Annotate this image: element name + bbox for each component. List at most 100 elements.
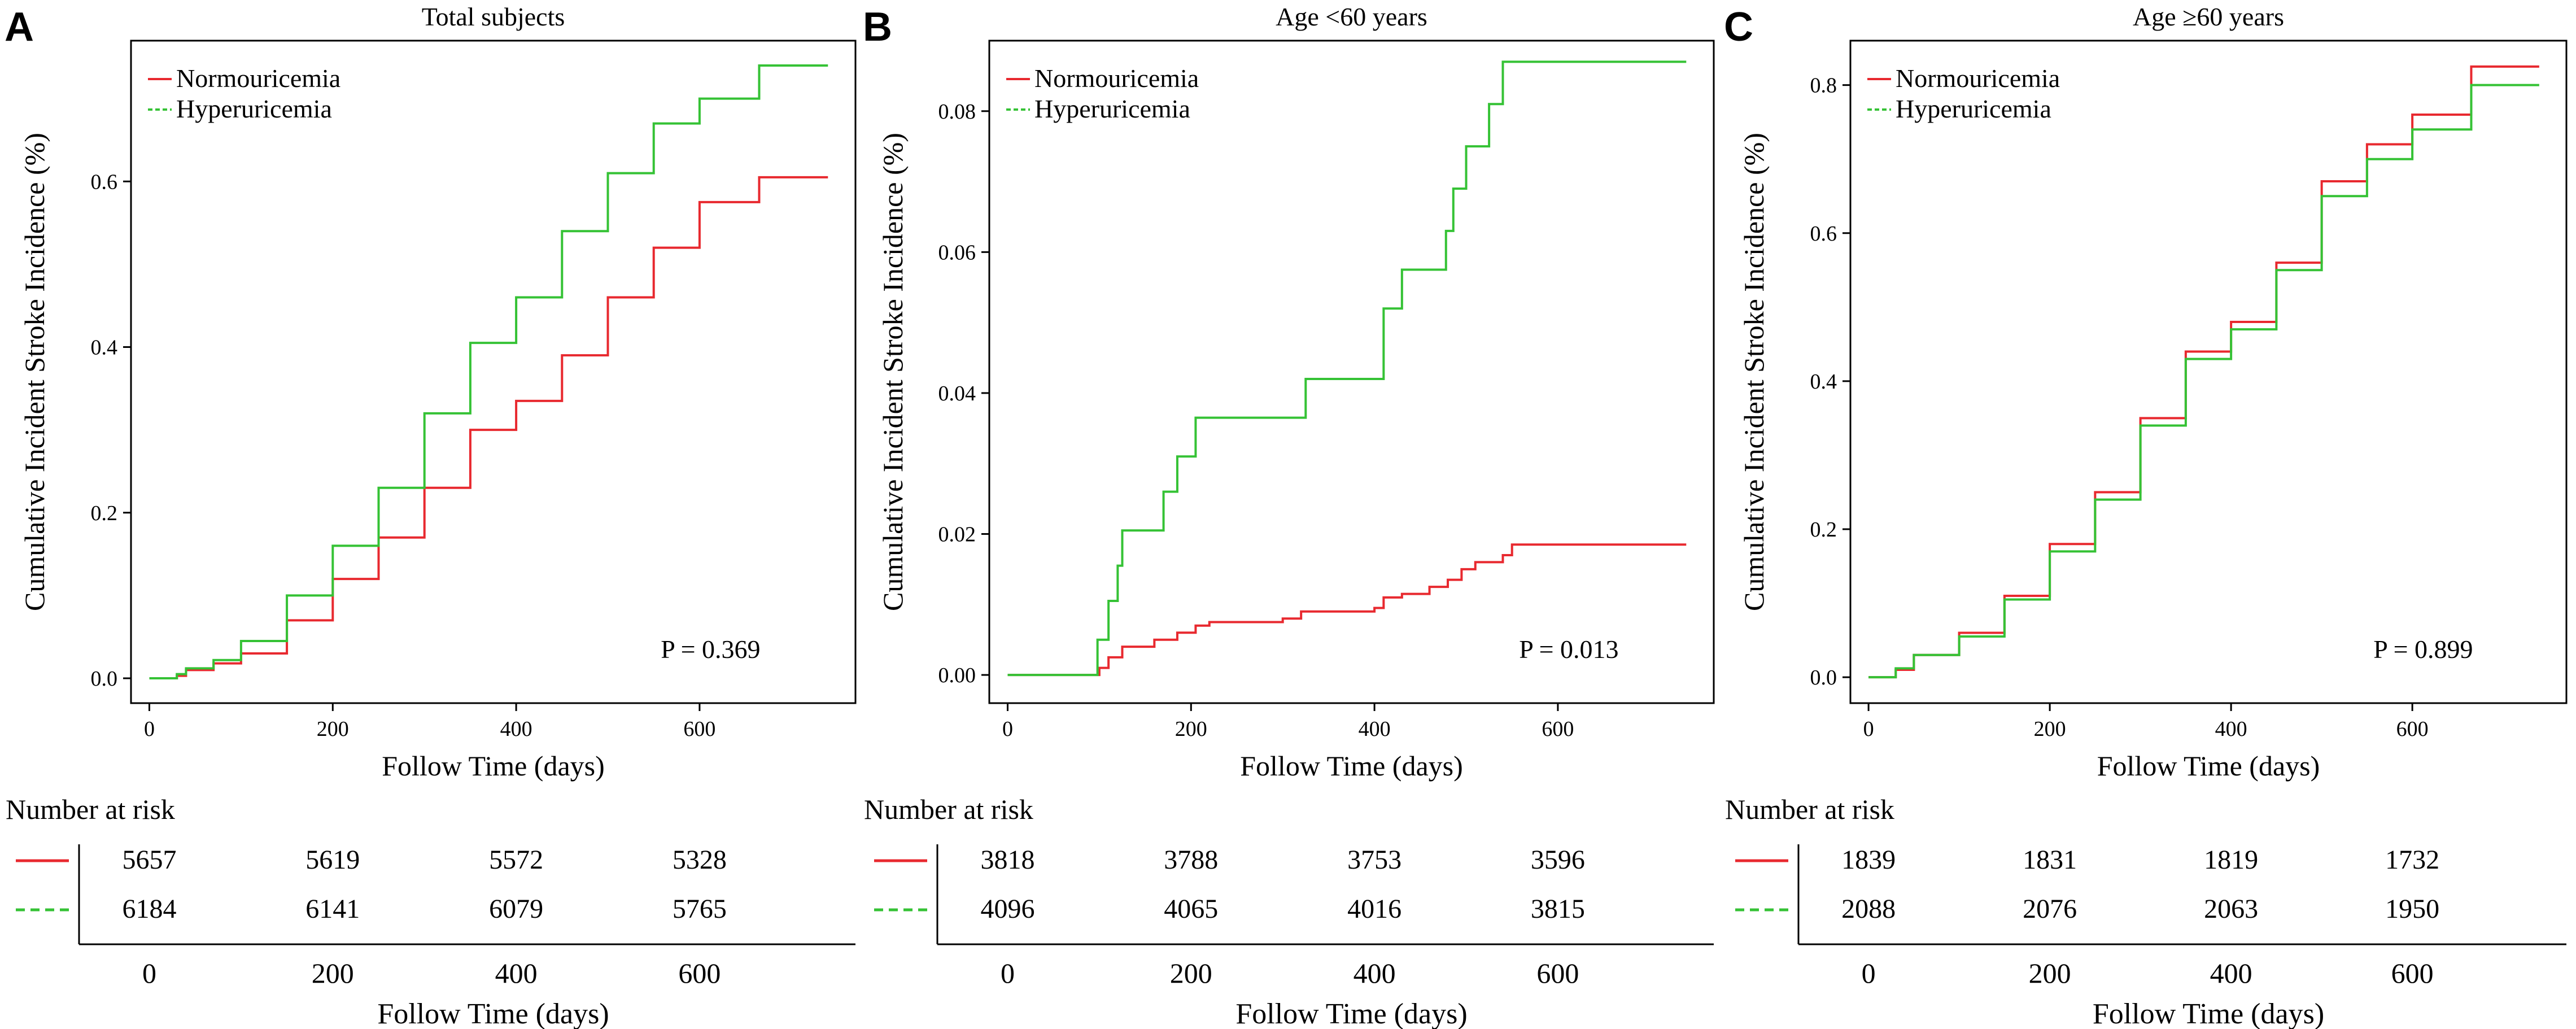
chart-title: Total subjects — [422, 2, 565, 31]
legend-label: Normouricemia — [1896, 64, 2060, 93]
y-tick-label: 0.06 — [938, 241, 976, 264]
x-tick-label: 200 — [2034, 717, 2066, 741]
p-value: P = 0.013 — [1519, 635, 1618, 664]
risk-count: 3596 — [1531, 845, 1585, 875]
risk-x-tick-label: 200 — [312, 957, 354, 989]
risk-x-tick-label: 600 — [2391, 957, 2434, 989]
series-line-normouricemia — [1007, 543, 1687, 677]
y-axis-label: Cumulative Incident Stroke Incidence (%) — [19, 133, 50, 611]
risk-x-tick-label: 400 — [1354, 957, 1396, 989]
risk-x-tick-label: 600 — [678, 957, 721, 989]
risk-count: 2088 — [1841, 894, 1896, 924]
series-line-hyperuricemia — [1868, 84, 2539, 679]
risk-count: 5765 — [673, 894, 727, 924]
x-tick-label: 200 — [317, 717, 349, 741]
series-line-hyperuricemia — [149, 64, 828, 680]
chart-title: Age <60 years — [1276, 2, 1427, 31]
risk-count: 4065 — [1164, 894, 1218, 924]
risk-count: 6184 — [122, 894, 176, 924]
panel-a: A Total subjects 0.0 0.2 0.4 0.6 0 200 400 600 Fol… — [5, 2, 857, 1029]
panel-label: C — [1724, 5, 1753, 50]
y-tick-label: 0.6 — [1810, 222, 1837, 246]
y-tick-label: 0.4 — [91, 336, 118, 360]
series-line-normouricemia — [1868, 65, 2539, 679]
plot-frame — [1849, 40, 2568, 704]
y-tick-label: 0.0 — [91, 667, 118, 691]
y-tick-label: 0.8 — [1810, 74, 1837, 98]
risk-count: 3753 — [1347, 845, 1401, 875]
p-value: P = 0.369 — [661, 635, 760, 664]
risk-count: 3818 — [980, 845, 1034, 875]
x-tick-label: 400 — [500, 717, 532, 741]
y-tick-label: 0.4 — [1810, 370, 1837, 394]
risk-count: 4096 — [980, 894, 1034, 924]
y-tick-label: 0.2 — [91, 502, 118, 525]
series-line-normouricemia — [149, 176, 828, 680]
risk-count: 1831 — [2023, 845, 2077, 875]
x-tick-label: 600 — [2396, 717, 2429, 741]
x-axis-label: Follow Time (days) — [2097, 750, 2320, 782]
risk-count: 5572 — [489, 845, 543, 875]
legend-label: Hyperuricemia — [176, 94, 332, 123]
risk-count: 6079 — [489, 894, 543, 924]
risk-x-tick-label: 400 — [2210, 957, 2252, 989]
y-tick-label: 0.00 — [938, 664, 976, 687]
y-axis-label: Cumulative Incident Stroke Incidence (%) — [1738, 133, 1770, 611]
risk-x-axis-label: Follow Time (days) — [2093, 998, 2324, 1029]
legend-label: Hyperuricemia — [1034, 94, 1190, 123]
risk-count: 3815 — [1531, 894, 1585, 924]
x-tick-label: 0 — [1863, 717, 1874, 741]
risk-count: 1819 — [2204, 845, 2258, 875]
y-axis-label: Cumulative Incident Stroke Incidence (%) — [877, 133, 909, 611]
risk-x-tick-label: 0 — [1862, 957, 1876, 989]
x-axis-label: Follow Time (days) — [1240, 750, 1463, 782]
risk-x-tick-label: 200 — [2029, 957, 2071, 989]
legend-label: Normouricemia — [1034, 64, 1199, 93]
risk-count: 2063 — [2204, 894, 2258, 924]
x-tick-label: 600 — [683, 717, 715, 741]
x-tick-label: 600 — [1542, 717, 1574, 741]
risk-count: 4016 — [1347, 894, 1401, 924]
x-tick-label: 0 — [144, 717, 155, 741]
x-tick-label: 400 — [2215, 717, 2247, 741]
risk-count: 5619 — [305, 845, 360, 875]
risk-table-header: Number at risk — [1725, 793, 1894, 825]
plot-frame — [988, 40, 1715, 704]
y-tick-label: 0.2 — [1810, 518, 1837, 542]
risk-count: 1950 — [2385, 894, 2439, 924]
risk-x-tick-label: 0 — [1001, 957, 1015, 989]
panel-b: B Age <60 years 0.00 0.02 0.04 0.06 0.08 0 200 40… — [863, 2, 1715, 1029]
risk-x-axis-label: Follow Time (days) — [377, 998, 609, 1029]
risk-count: 1839 — [1841, 845, 1896, 875]
chart-title: Age ≥60 years — [2133, 2, 2284, 31]
x-tick-label: 400 — [1359, 717, 1391, 741]
x-tick-label: 0 — [1002, 717, 1013, 741]
risk-x-tick-label: 400 — [495, 957, 538, 989]
y-tick-label: 0.0 — [1810, 666, 1837, 690]
panel-label: B — [863, 5, 892, 50]
risk-x-tick-label: 600 — [1536, 957, 1579, 989]
risk-x-axis-label: Follow Time (days) — [1235, 998, 1467, 1029]
risk-count: 5657 — [122, 845, 176, 875]
legend-label: Hyperuricemia — [1896, 94, 2051, 123]
y-tick-label: 0.04 — [938, 382, 976, 406]
risk-count: 2076 — [2023, 894, 2077, 924]
x-tick-label: 200 — [1175, 717, 1207, 741]
panel-label: A — [5, 5, 34, 50]
p-value: P = 0.899 — [2373, 635, 2473, 664]
risk-table-header: Number at risk — [864, 793, 1033, 825]
y-tick-label: 0.6 — [91, 170, 118, 194]
x-axis-label: Follow Time (days) — [382, 750, 605, 782]
y-tick-label: 0.08 — [938, 100, 976, 124]
risk-count: 6141 — [305, 894, 360, 924]
risk-count: 1732 — [2385, 845, 2439, 875]
plot-frame — [130, 40, 857, 704]
legend-label: Normouricemia — [176, 64, 340, 93]
risk-count: 5328 — [673, 845, 727, 875]
risk-x-tick-label: 0 — [142, 957, 156, 989]
risk-table-header: Number at risk — [6, 793, 175, 825]
panel-c: C Age ≥60 years 0.0 0.2 0.4 0.6 0.8 0 200 400 600 F… — [1724, 2, 2568, 1029]
series-line-hyperuricemia — [1007, 60, 1687, 677]
y-tick-label: 0.02 — [938, 523, 976, 547]
